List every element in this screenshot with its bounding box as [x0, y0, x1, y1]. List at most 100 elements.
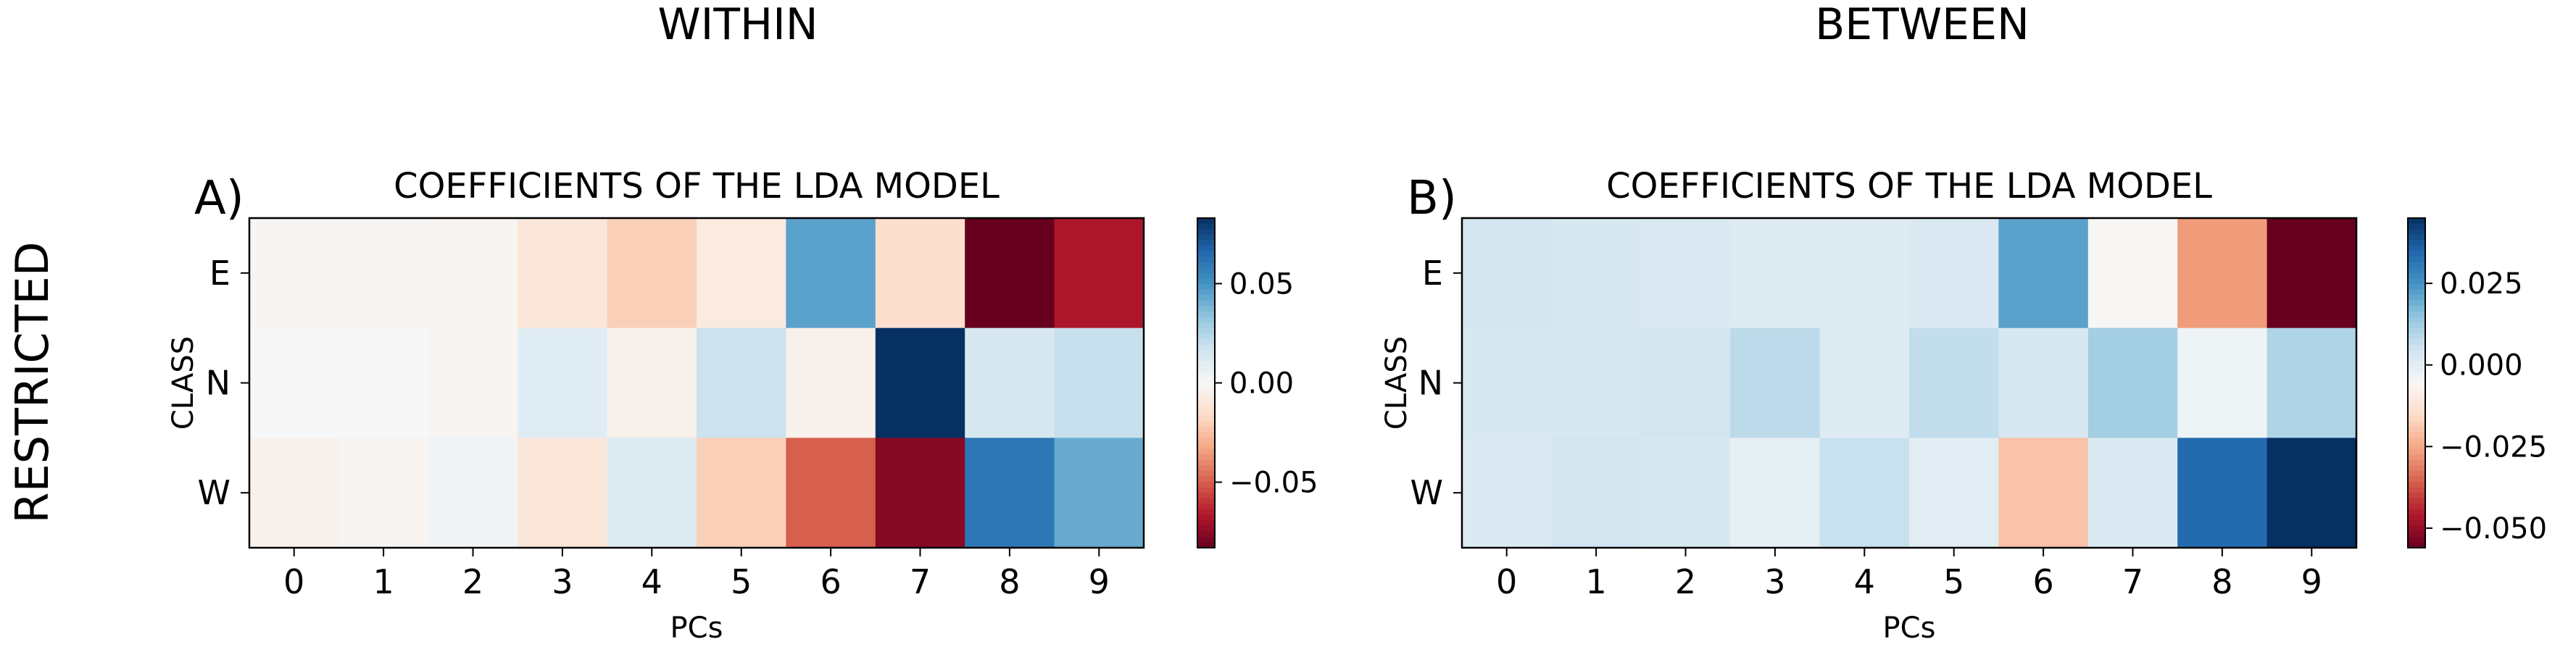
- x-axis-label: PCs: [670, 611, 723, 645]
- colorbar-segment: [1197, 509, 1215, 516]
- colorbar-segment: [2408, 344, 2425, 351]
- x-tick-label: 0: [1496, 562, 1517, 601]
- colorbar-tick-label: −0.05: [1229, 467, 1318, 500]
- colorbar-segment: [1197, 344, 1215, 351]
- colorbar-segment: [2408, 542, 2425, 548]
- heatmap-cell: [2087, 327, 2178, 438]
- heatmap-cell: [1054, 438, 1144, 548]
- colorbar-segment: [2408, 388, 2425, 395]
- colorbar-segment: [2408, 448, 2425, 455]
- heatmap-cell: [607, 438, 697, 548]
- colorbar-segment: [2408, 536, 2425, 543]
- heatmap-cell: [965, 327, 1055, 438]
- heatmap-cell: [1998, 438, 2089, 548]
- heatmap-cell: [697, 327, 786, 438]
- x-tick-label: 2: [462, 562, 483, 601]
- x-tick-label: 1: [1585, 562, 1606, 601]
- heatmap-cell: [1640, 218, 1731, 329]
- colorbar-tick-label: −0.025: [2440, 430, 2547, 464]
- heatmap-cell: [2177, 218, 2268, 329]
- heatmap-cell: [428, 327, 518, 438]
- colorbar-segment: [1197, 504, 1215, 510]
- heatmap-panel-b: 0 1 2 3 4 5 6 7 8 9 E N W PCs CLASS COEFFICIENTS OF THE…: [1380, 166, 2547, 645]
- colorbar-segment: [1197, 272, 1215, 280]
- heatmap-cell: [965, 218, 1055, 329]
- colorbar-tick-label: 0.00: [1229, 367, 1294, 401]
- colorbar-segment: [1197, 443, 1215, 450]
- colorbar-segment: [2408, 399, 2425, 406]
- colorbar-segment: [2408, 498, 2425, 505]
- colorbar-segment: [2408, 520, 2425, 527]
- colorbar-segment: [2408, 372, 2425, 378]
- colorbar-segment: [1197, 520, 1215, 527]
- heatmap-cell: [2087, 218, 2178, 329]
- colorbar-segment: [2408, 245, 2425, 252]
- colorbar-segment: [2408, 223, 2425, 230]
- x-tick-label: 8: [2211, 562, 2232, 601]
- heatmap-cell: [518, 438, 608, 548]
- heatmap-cell: [1640, 438, 1731, 548]
- heatmap-cell: [1909, 327, 1999, 438]
- heatmap-cell: [1551, 218, 1642, 329]
- x-tick-label: 4: [1854, 562, 1875, 601]
- colorbar-segment: [1197, 361, 1215, 367]
- colorbar-segment: [2408, 229, 2425, 235]
- heatmap-cell: [1909, 438, 1999, 548]
- heatmap-cell: [2267, 218, 2357, 329]
- colorbar-tick-label: −0.050: [2440, 512, 2547, 546]
- colorbar-segment: [1197, 295, 1215, 301]
- colorbar-segment: [2408, 355, 2425, 362]
- chart-title: COEFFICIENTS OF THE LDA MODEL: [394, 166, 1000, 206]
- heatmap-cell: [1998, 218, 2089, 329]
- panel-label: B): [1407, 172, 1457, 225]
- colorbar-segment: [1197, 438, 1215, 444]
- heatmap-cell: [2177, 438, 2268, 548]
- colorbar-segment: [2408, 295, 2425, 301]
- colorbar-segment: [1197, 498, 1215, 505]
- colorbar-segment: [1197, 267, 1215, 274]
- colorbar-segment: [1197, 322, 1215, 329]
- colorbar-segment: [2408, 333, 2425, 340]
- colorbar-segment: [1197, 448, 1215, 455]
- colorbar-segment: [2408, 393, 2425, 401]
- colorbar-segment: [2408, 377, 2425, 384]
- heatmap-cell: [2267, 327, 2357, 438]
- colorbar-segment: [1197, 404, 1215, 412]
- heatmap-cell: [338, 327, 429, 438]
- colorbar-segment: [1197, 317, 1215, 323]
- heatmap-cell: [1462, 327, 1552, 438]
- colorbar-segment: [2408, 289, 2425, 296]
- colorbar-segment: [2408, 432, 2425, 439]
- colorbar-segment: [2408, 383, 2425, 389]
- colorbar-segment: [1197, 240, 1215, 246]
- heatmap-cell: [249, 438, 339, 548]
- colorbar-segment: [1197, 372, 1215, 378]
- colorbar-segment: [1197, 421, 1215, 427]
- heatmap-cell: [1730, 327, 1821, 438]
- heatmap-cell: [875, 327, 965, 438]
- column-title-between: BETWEEN: [1815, 0, 2029, 50]
- heatmap-cell: [607, 327, 697, 438]
- colorbar-segment: [1197, 300, 1215, 307]
- colorbar-segment: [2408, 366, 2425, 373]
- colorbar-segment: [1197, 338, 1215, 346]
- heatmap-cell: [1998, 327, 2089, 438]
- colorbar-segment: [2408, 322, 2425, 329]
- colorbar-segment: [2408, 311, 2425, 318]
- colorbar-frame: [2407, 217, 2426, 548]
- colorbar-segment: [1197, 531, 1215, 538]
- colorbar-segment: [1197, 399, 1215, 406]
- x-tick-label: 3: [1764, 562, 1785, 601]
- colorbar-segment: [2408, 438, 2425, 444]
- colorbar-segment: [1197, 514, 1215, 521]
- y-axis-label: CLASS: [1380, 336, 1413, 430]
- heatmap-cell: [875, 438, 965, 548]
- colorbar-segment: [2408, 427, 2425, 433]
- heatmap-cell: [607, 218, 697, 329]
- colorbar-tick-label: 0.000: [2440, 349, 2523, 383]
- panel-label: A): [194, 172, 244, 225]
- colorbar-segment: [2408, 240, 2425, 246]
- heatmap-cell: [249, 218, 339, 329]
- x-tick-label: 7: [910, 562, 931, 601]
